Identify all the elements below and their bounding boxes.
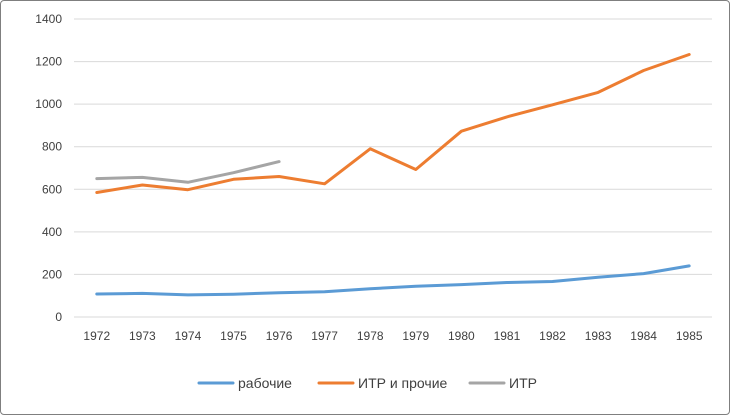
- x-tick-label: 1975: [220, 329, 247, 343]
- x-tick-label: 1979: [402, 329, 429, 343]
- y-tick-label: 0: [55, 310, 62, 324]
- gridlines: [74, 18, 712, 318]
- legend: рабочие ИТР и прочие ИТР: [197, 375, 537, 391]
- series-line-0: [95, 264, 691, 297]
- y-tick-label: 800: [42, 140, 62, 154]
- x-tick-label: 1985: [676, 329, 703, 343]
- x-tick-label: 1977: [311, 329, 338, 343]
- legend-label-1: ИТР и прочие: [358, 375, 448, 391]
- x-tick-label: 1982: [539, 329, 566, 343]
- series-lines: [95, 53, 691, 297]
- series-line-2: [95, 160, 281, 184]
- x-tick-label: 1980: [448, 329, 475, 343]
- x-tick-label: 1984: [630, 329, 657, 343]
- y-axis-tick-labels: 0 200 400 600 800 1000 1200 1400: [35, 12, 62, 324]
- series-line-1: [95, 53, 691, 194]
- y-tick-label: 1400: [35, 12, 62, 26]
- x-tick-label: 1974: [175, 329, 202, 343]
- y-tick-label: 1000: [35, 97, 62, 111]
- x-tick-label: 1972: [83, 329, 110, 343]
- x-tick-label: 1981: [494, 329, 521, 343]
- x-tick-label: 1976: [266, 329, 293, 343]
- x-axis-tick-labels: 1972 1973 1974 1975 1976 1977 1978 1979 1980 1981…: [83, 329, 702, 343]
- legend-label-2: ИТР: [509, 375, 537, 391]
- x-tick-label: 1983: [585, 329, 612, 343]
- legend-label-0: рабочие: [238, 375, 292, 391]
- x-tick-label: 1973: [129, 329, 156, 343]
- y-tick-label: 400: [42, 225, 62, 239]
- y-tick-label: 600: [42, 182, 62, 196]
- y-tick-label: 1200: [35, 55, 62, 69]
- x-tick-label: 1978: [357, 329, 384, 343]
- y-tick-label: 200: [42, 267, 62, 281]
